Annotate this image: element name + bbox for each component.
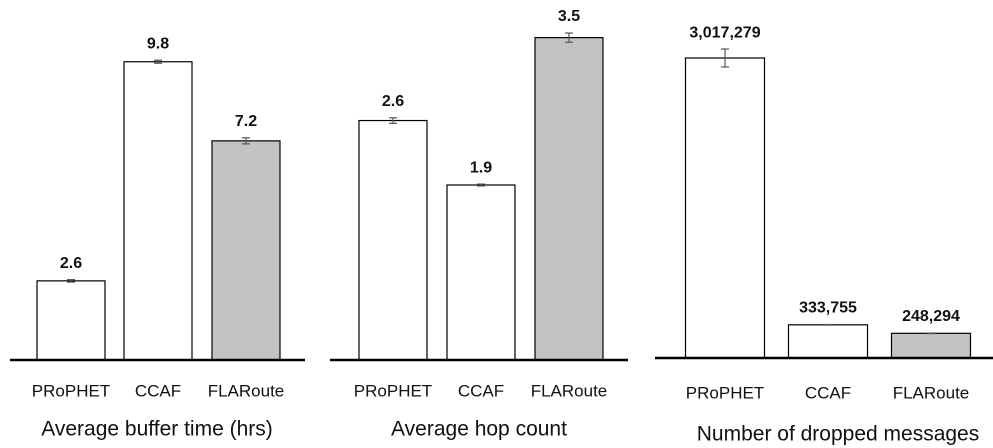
x-tick-label: CCAF bbox=[458, 381, 504, 400]
value-label: 248,294 bbox=[902, 308, 960, 325]
bar bbox=[36, 280, 106, 361]
value-label: 1.9 bbox=[470, 159, 492, 176]
error-bar bbox=[927, 332, 935, 335]
bar bbox=[123, 61, 193, 361]
value-label: 9.8 bbox=[147, 35, 169, 52]
x-tick-label: FLARoute bbox=[893, 383, 970, 402]
error-bar bbox=[477, 183, 485, 187]
error-bar bbox=[824, 323, 832, 326]
value-label: 3,017,279 bbox=[689, 24, 760, 41]
chart-title: Average buffer time (hrs) bbox=[41, 418, 273, 441]
error-bar bbox=[242, 137, 250, 145]
x-tick-label: PRoPHET bbox=[686, 383, 764, 402]
chart-title: Average hop count bbox=[391, 418, 567, 441]
value-label: 333,755 bbox=[799, 300, 857, 317]
bar bbox=[787, 324, 869, 359]
bar bbox=[358, 119, 428, 361]
error-bar bbox=[67, 279, 75, 283]
x-tick-label: PRoPHET bbox=[32, 381, 110, 400]
x-tick-label: CCAF bbox=[805, 383, 851, 402]
error-bar bbox=[721, 48, 729, 68]
value-label: 2.6 bbox=[382, 93, 404, 110]
bar bbox=[684, 57, 766, 359]
value-label: 2.6 bbox=[60, 255, 82, 272]
bar bbox=[534, 37, 604, 361]
bar bbox=[446, 184, 516, 361]
value-label: 7.2 bbox=[235, 113, 257, 130]
chart-title: Number of dropped messages bbox=[697, 423, 980, 446]
bar bbox=[211, 140, 281, 361]
error-bar bbox=[154, 59, 162, 64]
x-tick-label: CCAF bbox=[135, 381, 181, 400]
x-tick-label: PRoPHET bbox=[354, 381, 432, 400]
x-tick-label: FLARoute bbox=[531, 381, 608, 400]
bar bbox=[890, 332, 972, 359]
error-bar bbox=[389, 117, 397, 124]
error-bar bbox=[565, 32, 573, 43]
x-tick-label: FLARoute bbox=[208, 381, 285, 400]
value-label: 3.5 bbox=[558, 8, 580, 25]
